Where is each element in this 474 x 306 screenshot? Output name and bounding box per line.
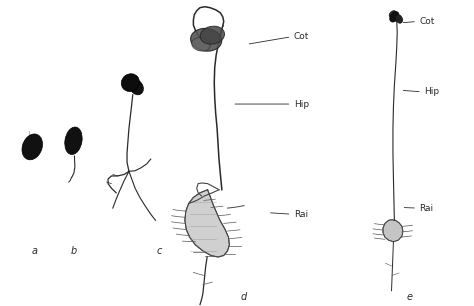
- Ellipse shape: [390, 12, 399, 22]
- Text: d: d: [241, 292, 247, 302]
- Ellipse shape: [65, 127, 82, 155]
- Ellipse shape: [121, 74, 139, 91]
- Polygon shape: [383, 220, 403, 242]
- Text: c: c: [156, 246, 162, 256]
- Ellipse shape: [130, 80, 143, 95]
- Text: Cot: Cot: [294, 32, 309, 41]
- Ellipse shape: [191, 28, 222, 51]
- Text: Cot: Cot: [419, 17, 435, 26]
- Ellipse shape: [191, 38, 210, 51]
- Polygon shape: [185, 190, 229, 257]
- Text: b: b: [70, 246, 77, 256]
- Ellipse shape: [396, 15, 402, 23]
- Text: Rai: Rai: [294, 210, 308, 219]
- Text: e: e: [407, 292, 413, 302]
- Ellipse shape: [200, 26, 225, 44]
- Text: Rai: Rai: [419, 203, 434, 213]
- Text: a: a: [31, 246, 37, 256]
- Ellipse shape: [22, 134, 43, 160]
- Text: Hip: Hip: [294, 99, 309, 109]
- Text: Hip: Hip: [424, 87, 439, 96]
- Ellipse shape: [389, 11, 396, 17]
